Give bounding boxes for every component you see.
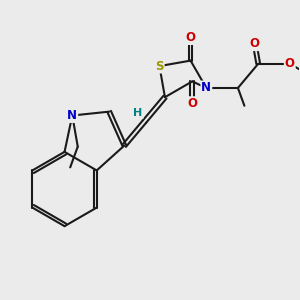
Text: O: O — [285, 57, 295, 70]
Text: N: N — [201, 82, 211, 94]
Text: H: H — [133, 108, 142, 118]
Text: O: O — [250, 37, 260, 50]
Text: O: O — [185, 31, 196, 44]
Text: S: S — [155, 60, 164, 73]
Text: N: N — [67, 109, 77, 122]
Text: O: O — [187, 97, 197, 110]
